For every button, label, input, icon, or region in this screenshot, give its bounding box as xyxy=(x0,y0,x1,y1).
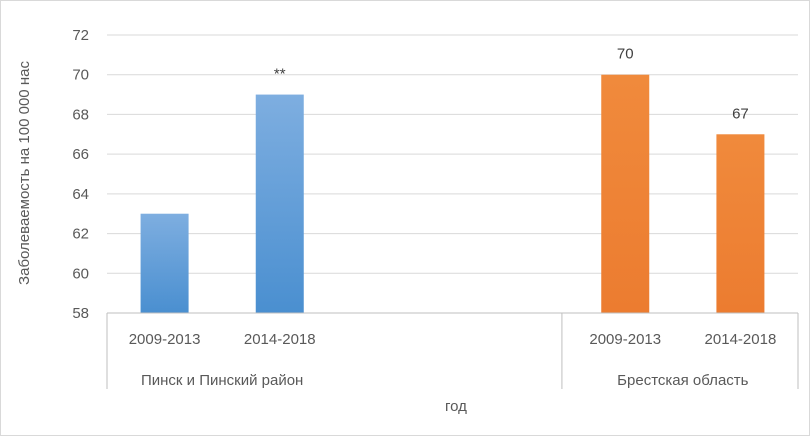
group-label: Брестская область xyxy=(617,372,748,389)
y-tick-label: 66 xyxy=(72,146,89,163)
bar xyxy=(140,213,189,313)
gridlines xyxy=(107,34,798,314)
y-tick-label: 60 xyxy=(72,265,89,282)
bars xyxy=(140,74,765,313)
y-tick-label: 58 xyxy=(72,305,89,322)
bar xyxy=(716,134,765,313)
data-label: ** xyxy=(274,66,286,83)
group-label: Пинск и Пинский район xyxy=(141,372,303,389)
x-axis-title: год xyxy=(445,398,467,415)
bar xyxy=(255,94,304,313)
y-tick-label: 64 xyxy=(72,186,89,203)
data-label: 67 xyxy=(732,105,749,122)
y-tick-label: 72 xyxy=(72,27,89,44)
y-tick-label: 62 xyxy=(72,226,89,243)
data-labels: ** 70 67 xyxy=(274,46,749,123)
y-axis-title: Заболеваемость на 100 000 нас xyxy=(16,61,33,285)
x-axis: 2009-2013 2014-2018 Пинск и Пинский район 2… xyxy=(106,312,799,389)
y-axis-ticks: 58 60 62 64 66 68 70 72 xyxy=(72,27,89,322)
y-tick-label: 70 xyxy=(72,67,89,84)
y-tick-label: 68 xyxy=(72,106,89,123)
bar xyxy=(601,74,650,313)
data-label: 70 xyxy=(617,46,634,63)
x-tick-label: 2014-2018 xyxy=(705,331,777,348)
x-tick-label: 2009-2013 xyxy=(129,331,201,348)
x-tick-label: 2014-2018 xyxy=(244,331,316,348)
x-tick-label: 2009-2013 xyxy=(589,331,661,348)
